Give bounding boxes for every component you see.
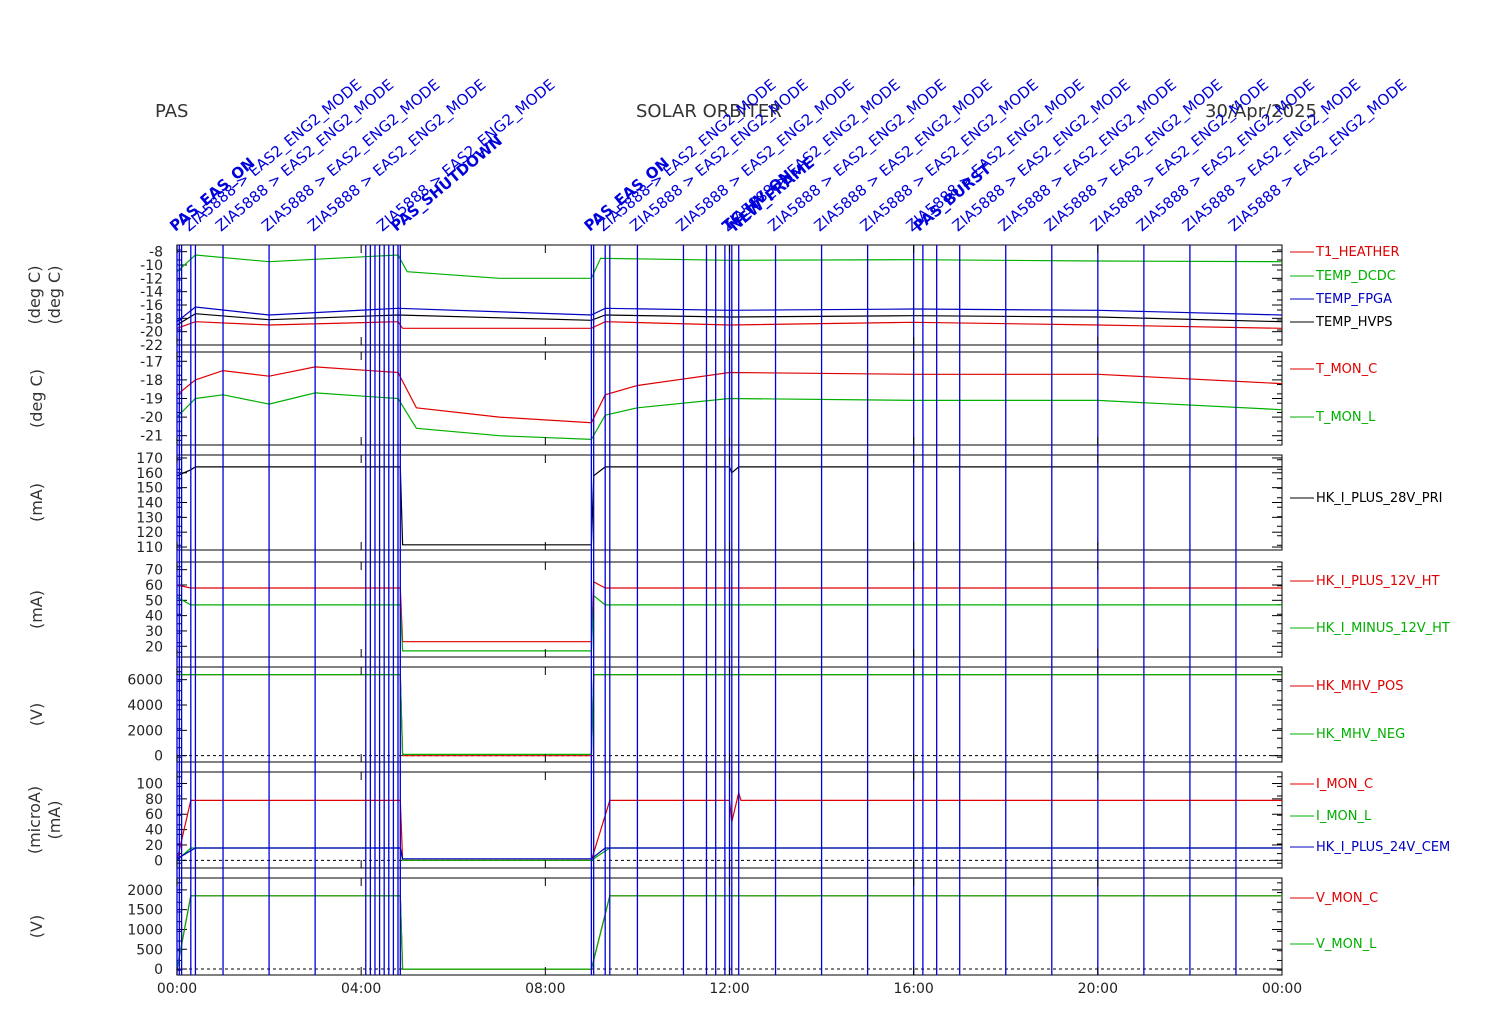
event-markers bbox=[176, 245, 1237, 975]
y-tick-label: 120 bbox=[136, 525, 163, 541]
x-axis: 00:00 04:00 08:00 12:00 16:00 20:00 00:00 bbox=[157, 245, 1302, 997]
series-line-hk-i-minus-12v-ht bbox=[176, 594, 1282, 652]
y-tick-label: -14 bbox=[140, 285, 163, 301]
legend-entry: T1_HEATHER bbox=[1315, 245, 1400, 260]
x-tick-label: 20:00 bbox=[1078, 981, 1118, 997]
event-label: ZIA5888 > EAS2_ENG2_MODE bbox=[212, 76, 398, 236]
legend-entry: HK_MHV_POS bbox=[1316, 679, 1404, 694]
legend-entry: HK_I_PLUS_24V_CEM bbox=[1316, 840, 1450, 855]
y-tick-label: 20 bbox=[145, 838, 163, 854]
x-tick-label: 16:00 bbox=[893, 981, 933, 997]
y-tick-label: 160 bbox=[136, 466, 163, 482]
y-tick-label: -20 bbox=[140, 325, 163, 341]
series-line-hk-mhv-neg bbox=[177, 673, 1282, 756]
y-tick-label: 0 bbox=[154, 749, 163, 765]
x-tick-label: 12:00 bbox=[709, 981, 749, 997]
header: PAS SOLAR ORBITER 30/Apr/2025 bbox=[155, 101, 1317, 122]
legend-entry: HK_I_PLUS_28V_PRI bbox=[1316, 491, 1442, 506]
date-label: 30/Apr/2025 bbox=[1205, 101, 1317, 122]
y-axis-label-secondary: (mA) bbox=[45, 800, 64, 839]
mission-label: SOLAR ORBITER bbox=[636, 101, 782, 122]
y-tick-label: -20 bbox=[140, 410, 163, 426]
y-tick-label: 1000 bbox=[127, 922, 163, 938]
y-tick-label: 2000 bbox=[127, 723, 163, 739]
y-tick-label: 80 bbox=[145, 792, 163, 808]
y-axis-label: (V) bbox=[27, 915, 46, 938]
y-tick-label: 150 bbox=[136, 481, 163, 497]
x-tick-label: 00:00 bbox=[1262, 981, 1302, 997]
y-axis-label: (mA) bbox=[27, 590, 46, 629]
y-tick-label: -17 bbox=[140, 354, 163, 370]
y-axis-label: (mA) bbox=[27, 483, 46, 522]
y-tick-label: 60 bbox=[145, 807, 163, 823]
y-tick-label: -22 bbox=[140, 338, 163, 354]
y-tick-label: -18 bbox=[140, 311, 163, 327]
panel-2: -17 -18 -19 -20 -21 (deg C) T_MON_C T_MON_L bbox=[27, 351, 1377, 446]
y-tick-label: 30 bbox=[145, 624, 163, 640]
y-tick-label: 130 bbox=[136, 510, 163, 526]
legend-entry: I_MON_C bbox=[1316, 777, 1373, 792]
legend-entry: T_MON_L bbox=[1315, 410, 1376, 425]
legend-entry: HK_MHV_NEG bbox=[1316, 727, 1405, 742]
panel-1: -8-10-12-14-16-18-20-22 (deg C) (deg C) T1_… bbox=[25, 244, 1400, 354]
instrument-label: PAS bbox=[155, 101, 188, 122]
y-tick-label: 50 bbox=[145, 593, 163, 609]
x-tick-label: 00:00 bbox=[157, 981, 197, 997]
legend-entry: TEMP_DCDC bbox=[1315, 269, 1396, 284]
legend-entry: I_MON_L bbox=[1316, 809, 1372, 824]
panel-5: 0 2000 4000 6000 (V) HK_MHV_POS HK_MHV_NEG bbox=[27, 666, 1405, 765]
y-tick-label: 170 bbox=[136, 451, 163, 467]
legend-entry: V_MON_L bbox=[1316, 937, 1377, 952]
legend-entry: TEMP_HVPS bbox=[1315, 315, 1392, 330]
y-tick-label: -18 bbox=[140, 373, 163, 389]
y-axis-label: (deg C) bbox=[27, 369, 46, 428]
y-tick-label: -21 bbox=[140, 429, 163, 445]
legend-entry: V_MON_C bbox=[1316, 891, 1378, 906]
y-tick-label: -16 bbox=[140, 298, 163, 314]
y-tick-label: -12 bbox=[140, 271, 163, 287]
y-tick-label: 70 bbox=[145, 563, 163, 579]
y-tick-label: 40 bbox=[145, 823, 163, 839]
legend-entry: HK_I_MINUS_12V_HT bbox=[1316, 621, 1450, 636]
legend-entry: TEMP_FPGA bbox=[1315, 292, 1392, 307]
series-line-hk-i-plus-12v-ht bbox=[176, 580, 1282, 643]
y-tick-label: 110 bbox=[136, 540, 163, 556]
y-tick-label: 40 bbox=[145, 609, 163, 625]
legend-entry: T_MON_C bbox=[1315, 362, 1377, 377]
y-tick-label: -10 bbox=[140, 258, 163, 274]
series-line-t-mon-l bbox=[176, 392, 1283, 441]
y-tick-label: 100 bbox=[136, 777, 163, 793]
series-line-temp-dcdc bbox=[176, 254, 1283, 279]
x-tick-label: 04:00 bbox=[341, 981, 381, 997]
y-tick-label: -19 bbox=[140, 392, 163, 408]
y-tick-label: 500 bbox=[136, 942, 163, 958]
y-tick-label: 2000 bbox=[127, 883, 163, 899]
y-tick-label: -8 bbox=[149, 245, 163, 261]
y-axis-label: (deg C) bbox=[25, 266, 44, 325]
x-tick-label: 08:00 bbox=[525, 981, 565, 997]
y-tick-label: 140 bbox=[136, 496, 163, 512]
y-tick-label: 4000 bbox=[127, 698, 163, 714]
y-tick-label: 0 bbox=[154, 853, 163, 869]
y-tick-label: 20 bbox=[145, 639, 163, 655]
y-axis-label: (microA) bbox=[25, 786, 44, 854]
series-line-t-mon-c bbox=[176, 366, 1283, 424]
y-tick-label: 6000 bbox=[127, 673, 163, 689]
series-line-hk-i-plus-28v-pri bbox=[176, 466, 1282, 546]
panel-7: 0 500 1000 1500 2000 (V) V_MON_C V_MON_L bbox=[27, 877, 1378, 978]
y-axis-label-secondary: (deg C) bbox=[45, 266, 64, 325]
y-tick-label: 0 bbox=[154, 962, 163, 978]
legend-entry: HK_I_PLUS_12V_HT bbox=[1316, 574, 1440, 589]
y-tick-label: 1500 bbox=[127, 903, 163, 919]
y-tick-label: 60 bbox=[145, 578, 163, 594]
y-axis-label: (V) bbox=[27, 703, 46, 726]
